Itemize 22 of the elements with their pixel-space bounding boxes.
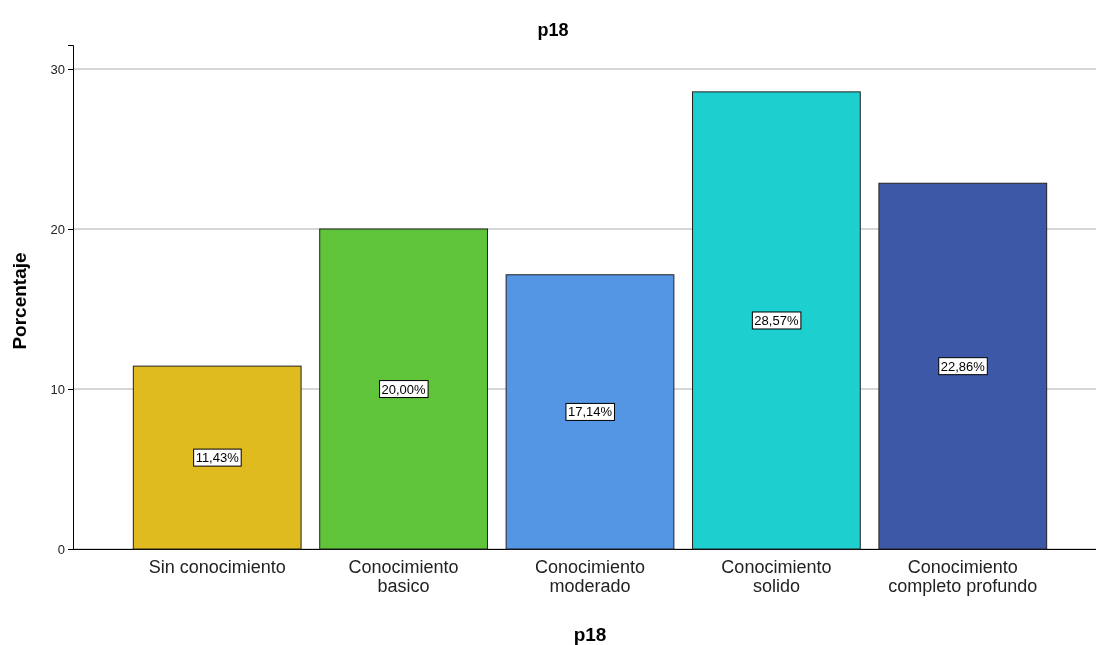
y-tick-label: 0: [57, 541, 65, 557]
x-tick-label: Sin conocimiento: [148, 556, 286, 577]
bar: [132, 365, 302, 550]
bar: [692, 91, 861, 550]
x-tick-label: Conocimiento completo profundo: [888, 556, 1038, 596]
chart-title: p18: [537, 20, 569, 40]
x-tick-label: Conocimiento moderado: [534, 556, 646, 596]
x-axis-title: p18: [573, 624, 607, 645]
x-tick-label: Conocimiento basico: [348, 556, 459, 596]
data-label: 20,00%: [381, 381, 427, 397]
data-label: 22,86%: [940, 358, 986, 374]
y-tick-label: 30: [50, 61, 65, 77]
x-tick-label: Conocimiento solido: [721, 556, 832, 596]
bar: [878, 182, 1048, 550]
bar: [505, 274, 675, 550]
data-label: 17,14%: [567, 404, 613, 420]
data-label: 11,43%: [195, 450, 240, 466]
y-axis-title: Porcentaje: [9, 252, 30, 350]
bar: [319, 228, 488, 550]
y-tick-label: 20: [50, 221, 65, 237]
y-tick-label: 10: [50, 381, 65, 397]
data-label: 28,57%: [754, 312, 799, 328]
